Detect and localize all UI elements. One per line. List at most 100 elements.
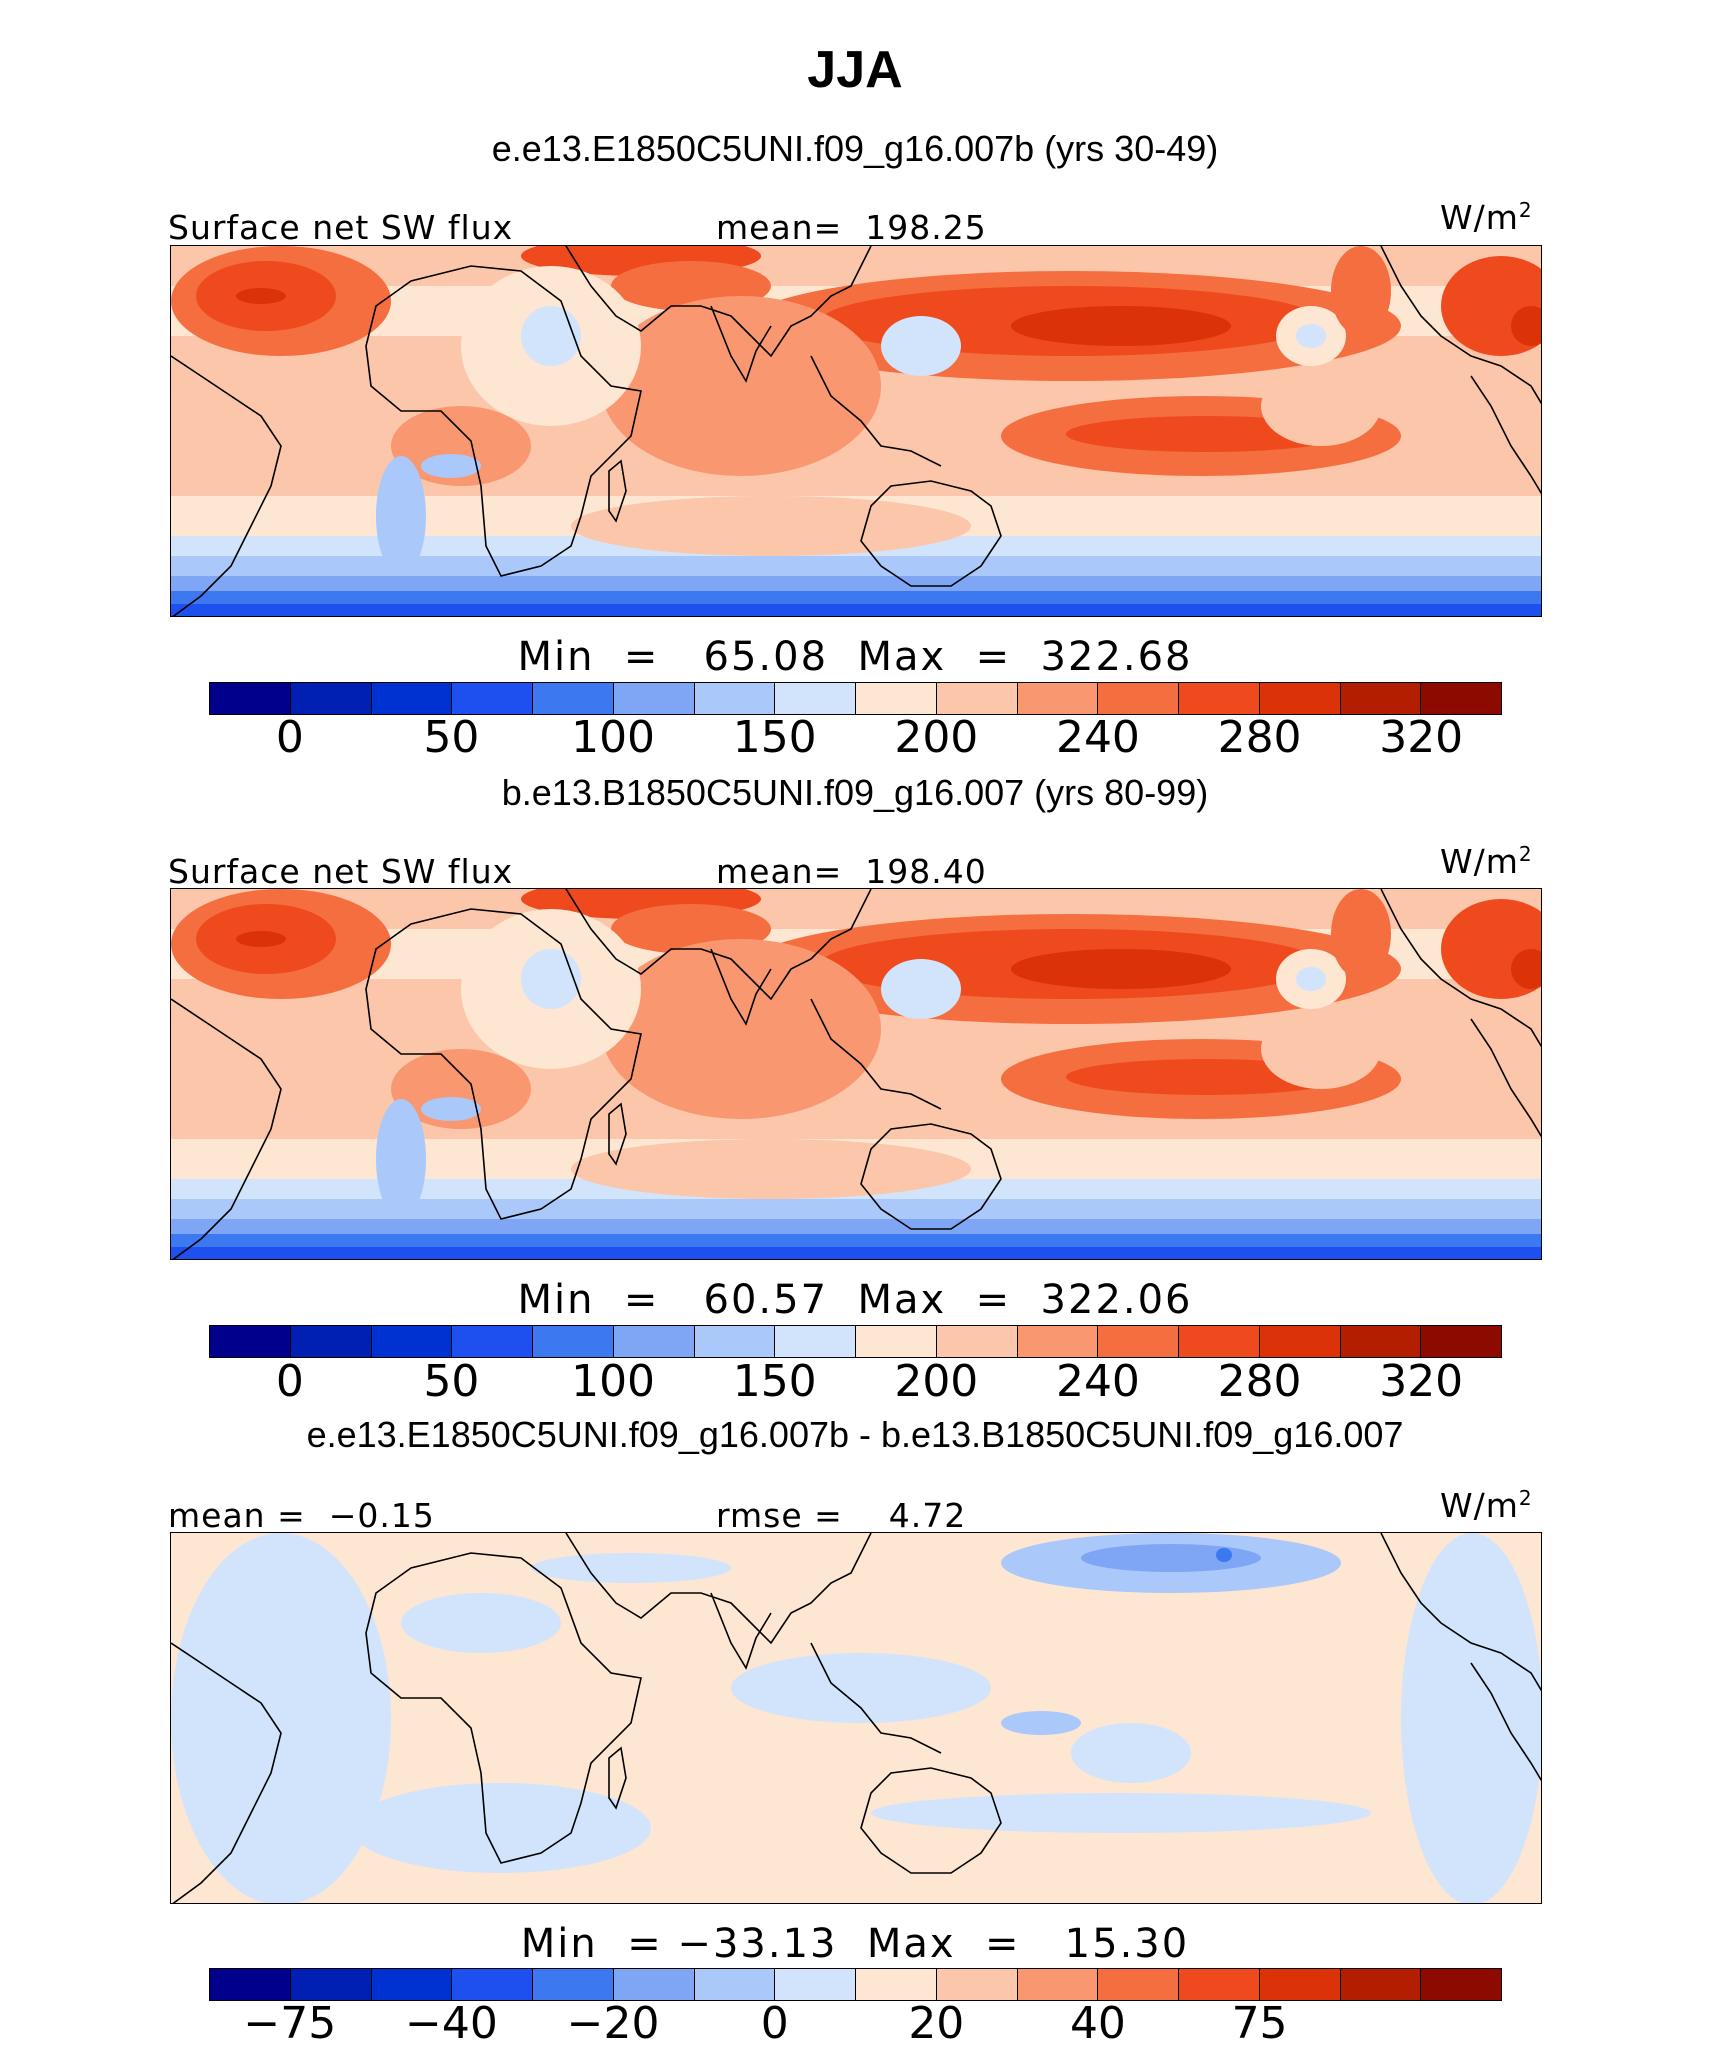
colorbar-swatch xyxy=(1340,1969,1422,2000)
panel-3-colorbar xyxy=(209,1968,1502,2001)
colorbar-swatch xyxy=(1098,1326,1179,1357)
coastline xyxy=(810,1642,942,1754)
panel-1-map xyxy=(170,245,1542,617)
coastline xyxy=(608,1102,627,1166)
colorbar-swatch xyxy=(533,683,614,714)
colorbar-swatch xyxy=(452,1969,533,2000)
field-shading xyxy=(171,1533,1541,1903)
colorbar-tick-label: −75 xyxy=(243,1998,337,2049)
coastline xyxy=(365,1552,642,1864)
colorbar-swatch xyxy=(775,1969,856,2000)
coastline xyxy=(171,1642,282,1903)
panel-1-colorbar-ticks: 0 50 100 150 200 240 280 320 xyxy=(209,712,1502,763)
panel-1-colorbar xyxy=(209,682,1502,715)
map-canvas xyxy=(171,1533,1541,1903)
map-canvas xyxy=(171,889,1541,1259)
colorbar-tick-label: 50 xyxy=(423,1356,480,1407)
colorbar-tick-label: 240 xyxy=(1055,1356,1140,1407)
colorbar-tick-label: 200 xyxy=(894,1356,979,1407)
coastline xyxy=(365,265,642,577)
colorbar-swatch xyxy=(613,683,695,714)
coastline xyxy=(860,1123,1002,1230)
panel-3-colorbar-ticks: −75 −40 −20 0 20 40 75 xyxy=(209,1998,1502,2049)
colorbar-swatch xyxy=(1179,1326,1260,1357)
field-shading xyxy=(171,246,1541,616)
colorbar-swatch xyxy=(694,1969,776,2000)
colorbar-tick-label: 0 xyxy=(760,1998,789,2049)
colorbar-swatch xyxy=(694,683,776,714)
coastline xyxy=(565,889,872,1001)
coastlines xyxy=(171,246,1541,616)
coastline xyxy=(1470,375,1541,495)
colorbar-swatch xyxy=(1179,683,1260,714)
coastline xyxy=(1470,1662,1541,1782)
coastline xyxy=(171,998,282,1259)
coastline xyxy=(608,459,627,523)
colorbar-swatch xyxy=(371,683,453,714)
colorbar-swatch xyxy=(613,1326,695,1357)
colorbar-swatch xyxy=(1259,683,1341,714)
coastlines xyxy=(171,889,1541,1259)
coastline xyxy=(1380,1533,1541,1692)
coastline xyxy=(1380,889,1541,1048)
colorbar-swatch xyxy=(290,683,372,714)
colorbar-swatch xyxy=(1098,1969,1179,2000)
colorbar-swatch xyxy=(290,1969,372,2000)
panel-1-variable-label: Surface net SW flux xyxy=(168,208,514,247)
colorbar-tick-label: 50 xyxy=(423,712,480,763)
colorbar-swatch xyxy=(452,683,533,714)
coastline xyxy=(710,1592,772,1670)
colorbar-swatch xyxy=(936,1969,1018,2000)
colorbar-swatch xyxy=(856,683,937,714)
panel-1-minmax: Min = 65.08 Max = 322.68 xyxy=(517,634,1193,680)
colorbar-swatch xyxy=(1340,1326,1422,1357)
colorbar-tick-label: 0 xyxy=(275,1356,304,1407)
map-canvas xyxy=(171,246,1541,616)
coastline xyxy=(1470,1018,1541,1138)
colorbar-swatch xyxy=(775,683,856,714)
colorbar-swatch xyxy=(1259,1969,1341,2000)
colorbar-tick-label: −20 xyxy=(566,1998,660,2049)
coastline xyxy=(860,1767,1002,1874)
panel-1-run-title: e.e13.E1850C5UNI.f09_g16.007b (yrs 30-49… xyxy=(491,128,1219,169)
panel-1-mean-label: mean= 198.25 xyxy=(716,208,987,247)
colorbar-tick-label: 150 xyxy=(732,1356,817,1407)
colorbar-swatch xyxy=(1340,683,1422,714)
colorbar-swatch xyxy=(775,1326,856,1357)
colorbar-tick-label: −40 xyxy=(405,1998,498,2049)
colorbar-tick-label: 200 xyxy=(894,712,979,763)
panel-2-units: W/m2 xyxy=(1440,842,1533,881)
panel-3-run-title: e.e13.E1850C5UNI.f09_g16.007b - b.e13.B1… xyxy=(306,1414,1404,1455)
colorbar-tick-label: 320 xyxy=(1379,1356,1464,1407)
panel-3-minmax: Min = −33.13 Max = 15.30 xyxy=(520,1921,1190,1967)
panel-2-map xyxy=(170,888,1542,1260)
colorbar-tick-label: 150 xyxy=(732,712,817,763)
colorbar-tick-label: 320 xyxy=(1379,712,1464,763)
colorbar-swatch xyxy=(694,1326,776,1357)
colorbar-swatch xyxy=(856,1326,937,1357)
colorbar-swatch xyxy=(1421,1969,1501,2000)
coastline xyxy=(608,1746,627,1810)
panel-2-mean-label: mean= 198.40 xyxy=(716,852,987,891)
coastline xyxy=(710,948,772,1026)
colorbar-swatch xyxy=(1259,1326,1341,1357)
colorbar-swatch xyxy=(210,683,291,714)
coastline xyxy=(171,355,282,616)
colorbar-swatch xyxy=(936,683,1018,714)
panel-2-colorbar xyxy=(209,1325,1502,1358)
panel-3-rmse-label: rmse = 4.72 xyxy=(716,1496,967,1535)
colorbar-tick-label: 40 xyxy=(1069,1998,1126,2049)
coastline xyxy=(565,1533,872,1645)
colorbar-swatch xyxy=(1017,1969,1099,2000)
panel-2-variable-label: Surface net SW flux xyxy=(168,852,514,891)
coastline xyxy=(810,355,942,467)
colorbar-tick-label: 240 xyxy=(1055,712,1140,763)
colorbar-swatch xyxy=(1017,683,1099,714)
colorbar-swatch xyxy=(613,1969,695,2000)
colorbar-tick-label: 20 xyxy=(908,1998,965,2049)
colorbar-tick-label: 100 xyxy=(571,712,656,763)
coastline xyxy=(565,246,872,358)
coastline xyxy=(365,908,642,1220)
panel-2-colorbar-ticks: 0 50 100 150 200 240 280 320 xyxy=(209,1356,1502,1407)
colorbar-tick-label: 280 xyxy=(1217,712,1302,763)
